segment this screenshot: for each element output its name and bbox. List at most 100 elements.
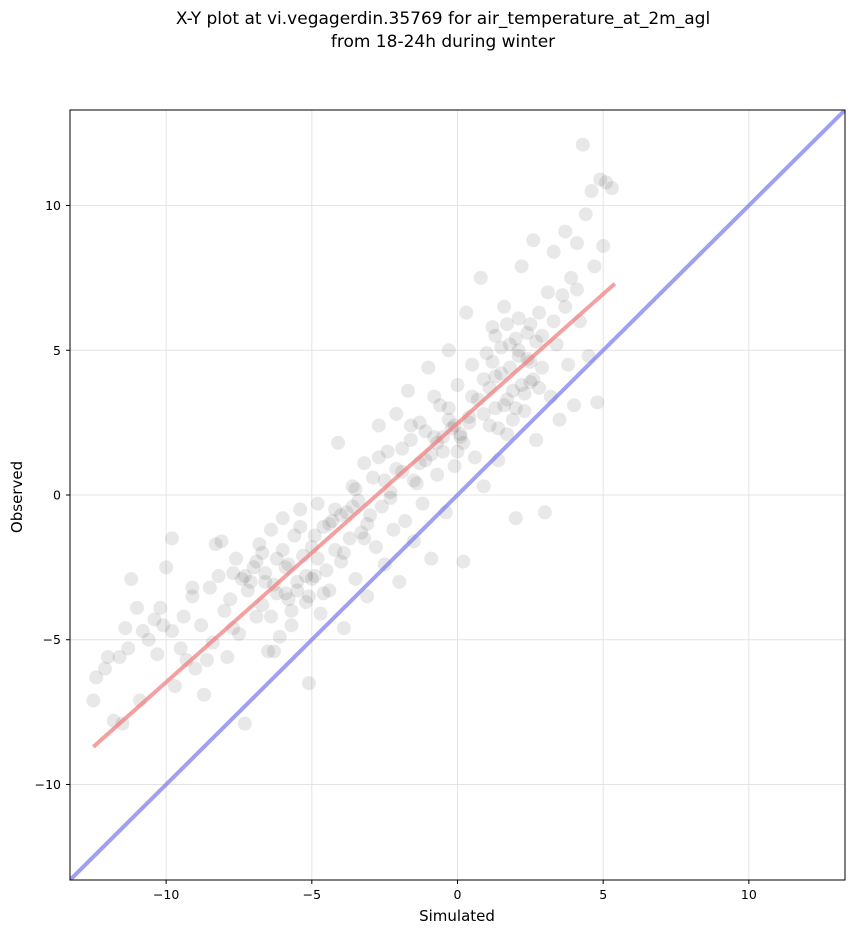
data-point [360,589,375,604]
data-point [511,343,526,358]
data-point [508,511,523,526]
data-point [532,305,547,320]
data-point [392,574,407,589]
data-point [339,505,354,520]
data-point [301,676,316,691]
data-point [409,476,424,491]
data-point [237,569,252,584]
data-point [459,305,474,320]
x-axis-label: Simulated [419,907,495,925]
data-point [269,551,284,566]
data-point [514,378,529,392]
data-point [526,372,541,387]
data-point [97,661,112,676]
data-point [433,398,448,413]
x-tick-label: −5 [303,887,321,902]
data-point [284,603,299,618]
data-point [351,493,366,508]
data-point [298,595,313,610]
data-point [383,490,398,505]
data-point [275,543,290,557]
regression-line [91,282,617,749]
data-point [485,354,500,369]
data-point [406,473,421,488]
data-point [415,496,430,511]
data-point [333,508,348,523]
data-point [237,716,252,731]
data-point [511,311,526,326]
data-point [456,554,471,569]
data-point [514,259,529,274]
data-point [590,395,605,410]
data-point [328,543,343,557]
data-point [304,571,319,586]
data-point [482,418,497,433]
data-point [89,670,104,685]
chart-title-line-2: from 18-24h during winter [330,32,556,52]
data-point [476,406,491,421]
x-tick-label: 0 [454,887,462,902]
data-point [491,421,506,436]
data-point [229,551,244,566]
y-tick-label: −5 [43,632,61,647]
data-point [214,534,229,549]
data-point [130,600,145,615]
data-point [249,554,264,569]
data-point [345,499,360,514]
data-point [118,621,133,636]
data-point [293,502,308,517]
data-point [354,525,369,540]
data-point [424,551,439,566]
data-point [441,401,456,416]
data-point [124,571,139,586]
data-point [220,650,235,665]
data-point [500,317,515,332]
data-point [164,624,179,639]
data-point [412,415,427,430]
data-point [502,337,517,352]
data-point [252,537,267,552]
data-point [266,644,281,659]
data-point [316,586,331,601]
data-point [578,207,593,222]
data-point [202,580,217,595]
data-point [511,349,526,364]
data-point [153,600,168,615]
data-point [258,566,273,581]
data-point [342,531,357,546]
data-point [523,354,538,369]
data-point [558,299,573,314]
data-point [121,641,136,656]
data-point [476,372,491,387]
data-point [234,571,249,586]
chart-title-line-1: X-Y plot at vi.vegagerdin.35769 for air_… [175,9,711,29]
data-point [194,618,209,633]
data-point [348,482,363,497]
data-point [494,340,509,355]
data-point [488,328,503,343]
data-point [185,589,200,604]
data-point [546,244,561,259]
data-point [604,181,619,196]
data-point [348,571,363,586]
data-point [389,406,404,421]
data-point [488,369,503,384]
data-point [371,450,386,465]
data-point [403,418,418,433]
data-point [371,418,386,433]
data-point [240,583,255,598]
data-point [310,496,325,511]
data-point [281,592,296,607]
data-point [167,679,182,694]
data-point [520,325,535,340]
data-point [537,505,552,520]
data-point [453,430,468,445]
y-tick-label: −10 [35,777,61,792]
data-point [199,653,214,667]
data-point [156,618,171,633]
data-point [336,545,351,560]
data-point [517,386,532,401]
data-point [164,531,179,546]
data-points [86,137,619,731]
data-point [540,285,555,300]
